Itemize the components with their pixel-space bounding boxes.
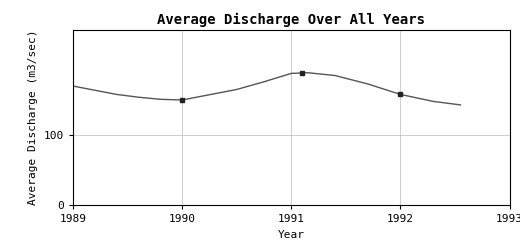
Title: Average Discharge Over All Years: Average Discharge Over All Years <box>157 13 425 28</box>
X-axis label: Year: Year <box>278 230 305 239</box>
Y-axis label: Average Discharge (m3/sec): Average Discharge (m3/sec) <box>28 30 38 205</box>
